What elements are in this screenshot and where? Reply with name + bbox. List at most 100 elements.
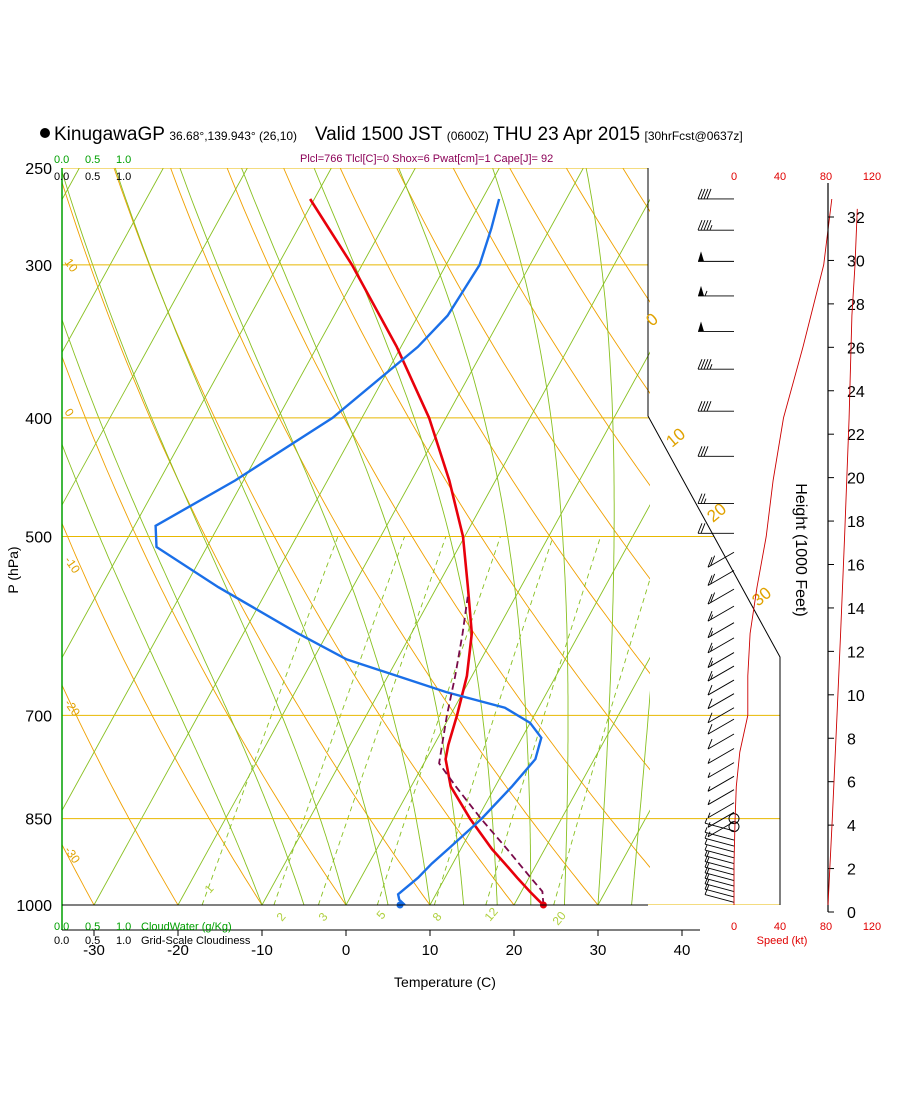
wind-barb-shaft	[704, 855, 735, 864]
wind-barb-flag	[703, 188, 709, 200]
height-tick-label: 16	[847, 558, 865, 575]
speed-tick-label-top: 0	[731, 171, 737, 183]
moist-adiabat-label: 10	[662, 424, 689, 451]
cloudiness-tick-top: 0.5	[85, 171, 100, 183]
speed-tick-label-top: 120	[863, 171, 881, 183]
wind-barb-flag	[697, 401, 703, 412]
wind-barb	[707, 637, 735, 654]
wind-panel-border	[647, 168, 781, 905]
x-tick-label: 0	[342, 942, 350, 959]
mixing-ratio-line	[273, 536, 406, 905]
wind-barb-half-flag	[707, 799, 711, 805]
wind-barb-half-flag	[704, 844, 708, 851]
cloud-water-label: CloudWater (g/Kg)	[141, 921, 232, 933]
series-line-parcel	[438, 596, 545, 905]
wind-barb-flag	[700, 493, 706, 504]
wind-barb-flag	[703, 359, 709, 370]
wind-barb-shaft	[707, 665, 735, 682]
speed-tick-label-bottom: 80	[820, 921, 832, 933]
mixing-ratio-line	[485, 536, 602, 905]
forecast-info: [30hrFcst@0637z]	[644, 129, 743, 143]
cloud-water-tick-top: 1.0	[116, 154, 131, 166]
wind-barb	[697, 493, 734, 505]
wind-barb	[698, 321, 734, 332]
mixing-ratio-label: 5	[374, 908, 389, 922]
dry-adiabat	[452, 168, 650, 487]
wind-barb	[707, 693, 735, 710]
height-tick-label: 0	[847, 905, 856, 922]
valid-time: Valid 1500 JST	[314, 124, 443, 145]
wind-barb	[707, 622, 735, 639]
station-coords: 36.68°,139.943° (26,10)	[169, 129, 298, 143]
reference-lines	[0, 168, 900, 905]
moist-adiabat	[62, 170, 347, 905]
wind-barb-half-flag	[704, 290, 708, 297]
height-tick-label: 28	[847, 297, 865, 314]
wind-barb-half-flag	[707, 831, 711, 837]
dry-adiabat	[283, 168, 650, 771]
mixing-ratio-line	[553, 577, 650, 905]
mixing-ratio-label: 20	[550, 908, 570, 927]
dry-adiabat	[226, 168, 650, 869]
x-axis-title: Temperature (C)	[394, 974, 496, 990]
wind-barb-flag	[700, 219, 706, 231]
wind-barb	[707, 605, 735, 622]
wind-barb-flag	[710, 573, 716, 585]
wind-barb-flag	[697, 219, 703, 231]
dry-adiabat-label: -10	[62, 554, 84, 577]
wind-barb	[697, 188, 734, 200]
height-tick-label: 10	[847, 688, 865, 705]
wind-barb-half-flag	[704, 827, 708, 833]
dry-adiabat	[0, 168, 10, 905]
wind-barb-shaft	[707, 762, 735, 778]
dry-adiabat	[339, 168, 650, 675]
wind-barb-half-flag	[707, 822, 711, 828]
wind-barb-shaft	[707, 693, 735, 710]
wind-barb	[704, 844, 735, 859]
dry-adiabat-label: 10	[62, 256, 81, 275]
moist-adiabat	[62, 443, 263, 905]
wind-barb-half-flag	[710, 631, 714, 637]
wind-barb-flag	[707, 738, 713, 750]
wind-barb-shaft	[704, 822, 735, 832]
wind-barb-shaft	[707, 551, 735, 568]
wind-barb	[707, 652, 735, 668]
wind-barb-half-flag	[707, 786, 711, 792]
cloudiness-tick-bottom: 0.0	[54, 935, 69, 947]
wind-barb-shaft	[707, 622, 735, 639]
height-tick-label: 30	[847, 253, 865, 270]
wind-barb-shaft	[707, 775, 735, 792]
wind-barb	[707, 551, 735, 568]
height-tick-label: 32	[847, 210, 865, 227]
wind-barb-flag	[707, 684, 713, 696]
wind-barb-flag	[710, 592, 716, 603]
wind-barb-half-flag	[709, 224, 713, 231]
wind-barb-flag	[707, 642, 713, 654]
wind-barb	[707, 748, 735, 764]
wind-barb-flag	[707, 593, 713, 605]
isotherm	[682, 168, 900, 905]
wind-barb-shaft	[707, 707, 735, 724]
calm-wind-icon	[728, 821, 740, 833]
series-group	[154, 198, 545, 905]
dry-adiabat	[509, 168, 650, 394]
wind-barb-flag	[707, 557, 713, 568]
y-tick-label: 850	[25, 812, 52, 829]
wind-barb-flag	[700, 401, 706, 412]
x-tick-label: 30	[590, 942, 607, 959]
cloud-water-tick-bottom: 1.0	[116, 921, 131, 933]
cloudiness-label: Grid-Scale Cloudiness	[141, 935, 251, 947]
height-tick-label: 18	[847, 514, 865, 531]
x-tick-label: 20	[506, 942, 523, 959]
height-tick-label: 22	[847, 427, 865, 444]
wind-barb-flag	[700, 188, 706, 200]
wind-barb-shaft	[704, 831, 735, 841]
wind-barb-flag	[707, 723, 713, 735]
wind-barb	[704, 833, 735, 847]
wind-barb-half-flag	[704, 839, 708, 845]
wind-barb	[707, 588, 735, 605]
wind-barb-flag	[697, 188, 703, 200]
wind-barb-half-flag	[704, 818, 708, 824]
height-tick-label: 24	[847, 384, 865, 401]
